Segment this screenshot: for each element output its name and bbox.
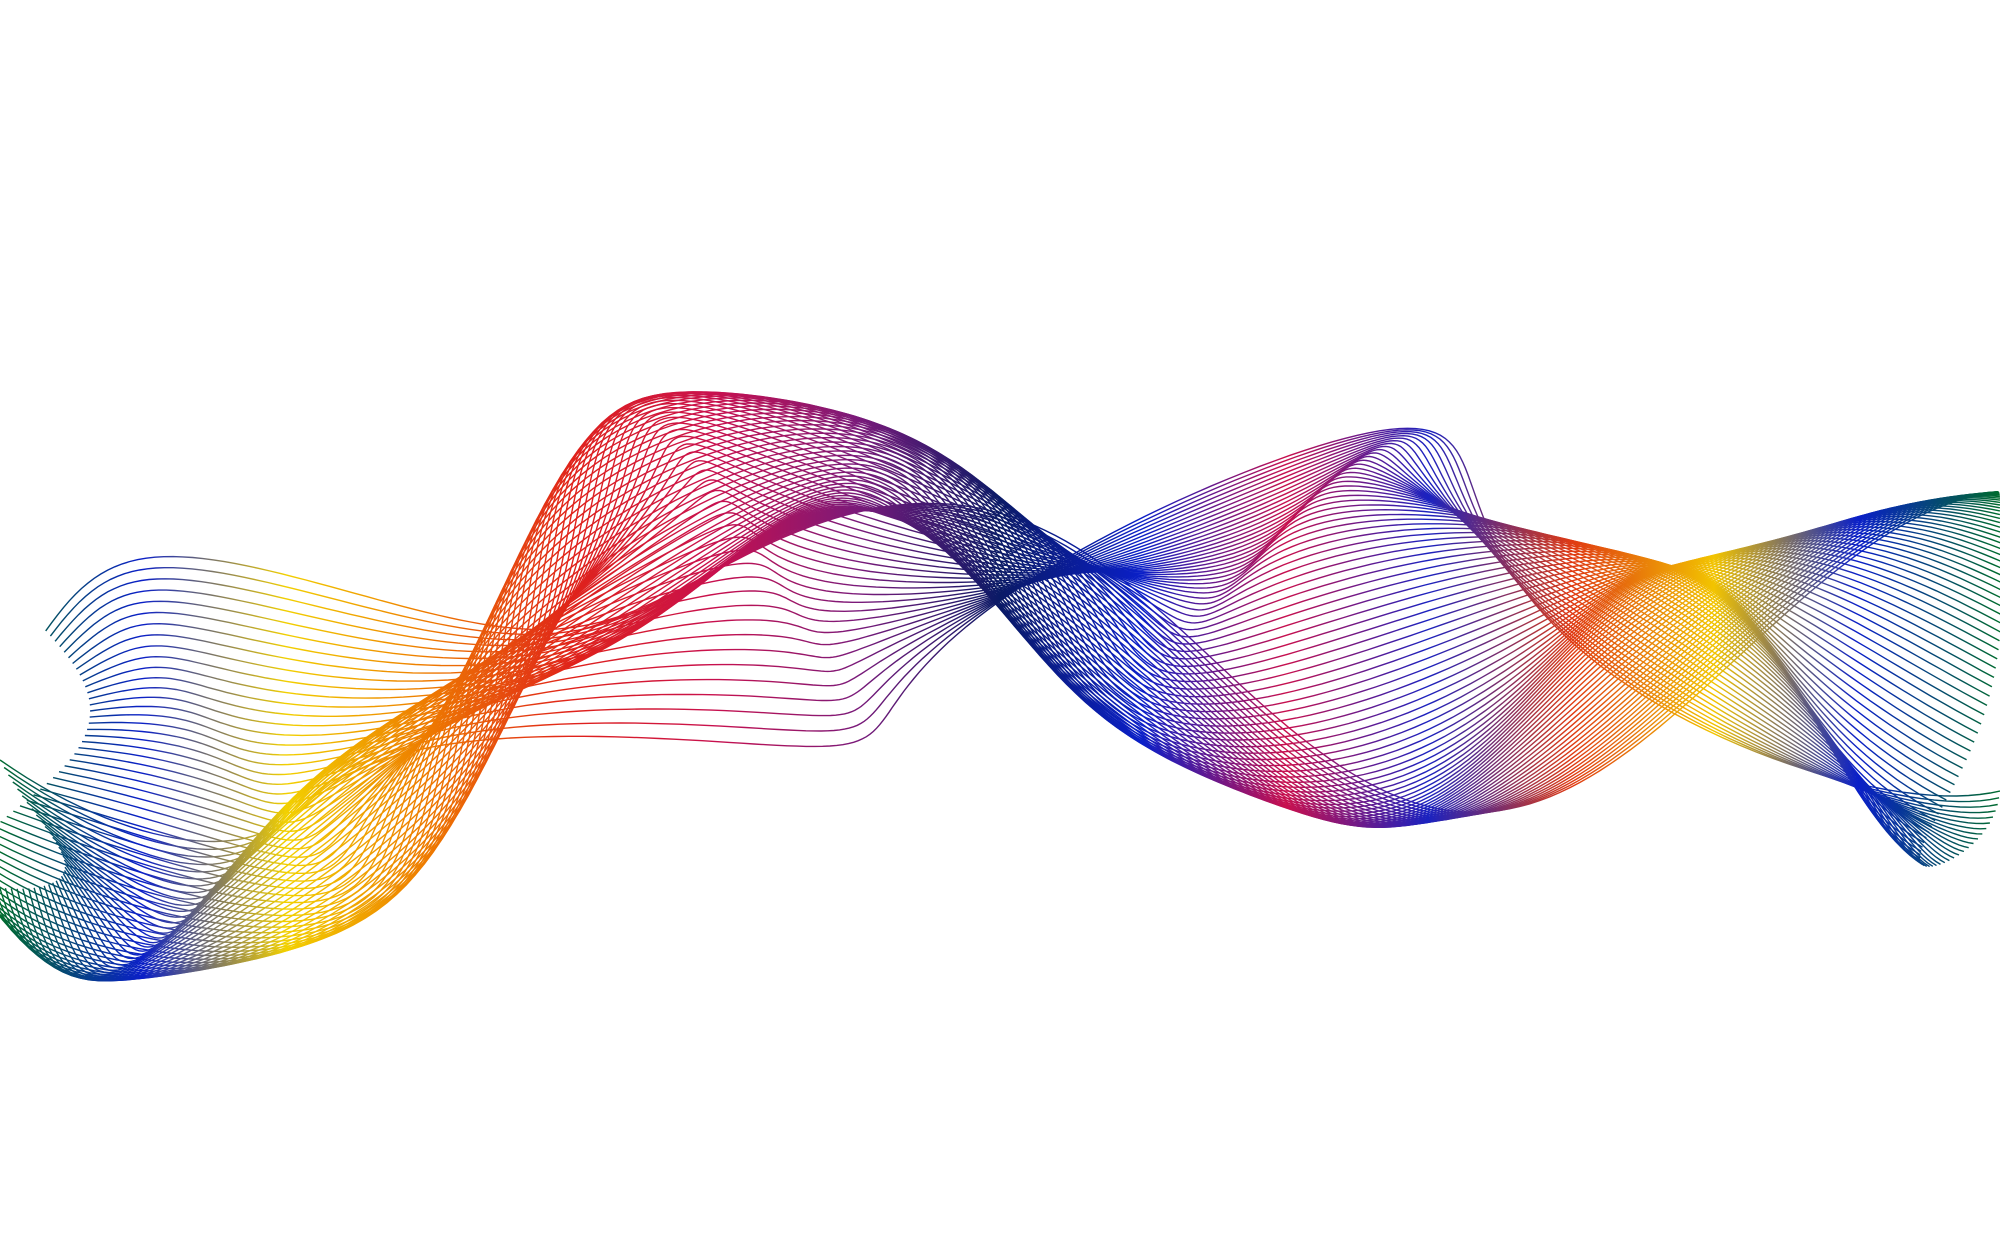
ribbon-line bbox=[45, 491, 1997, 813]
ribbon-line bbox=[88, 504, 2000, 829]
ribbon-line bbox=[72, 492, 2000, 820]
ribbon-line bbox=[0, 445, 2000, 910]
ribbon-line bbox=[79, 493, 2000, 823]
ribbon-line bbox=[75, 493, 2000, 822]
ribbon-line bbox=[64, 489, 2000, 824]
ribbon-line bbox=[87, 503, 2000, 829]
ribbon-line bbox=[10, 394, 1936, 982]
ribbon-line bbox=[59, 491, 1999, 817]
ribbon-line bbox=[89, 503, 2000, 828]
ribbon-line bbox=[19, 463, 2000, 882]
ribbon-line bbox=[74, 494, 2000, 826]
ribbon-line bbox=[0, 441, 2000, 917]
ribbon-line bbox=[52, 459, 1960, 924]
ribbon-line bbox=[54, 491, 1998, 816]
ribbon-line bbox=[82, 494, 2000, 824]
ribbon-line bbox=[55, 463, 1955, 929]
ribbon-line bbox=[89, 499, 2000, 827]
ribbon-line bbox=[0, 432, 1998, 928]
ribbon-line bbox=[0, 436, 1999, 923]
ribbon-line bbox=[78, 497, 2000, 827]
ribbon-line bbox=[64, 485, 1934, 952]
ribbon-line bbox=[0, 427, 2000, 843]
ribbon-line bbox=[90, 501, 2000, 828]
ribbon-line bbox=[68, 491, 2000, 819]
ribbon-line bbox=[88, 498, 2000, 827]
ribbon-line bbox=[63, 491, 1999, 818]
ribbon-line bbox=[87, 497, 2000, 826]
ribbon-line bbox=[52, 482, 2000, 841]
ribbon-line bbox=[49, 491, 1998, 815]
ribbon-line bbox=[0, 423, 1995, 939]
ribbon-line bbox=[6, 454, 2000, 897]
ribbon-line bbox=[3, 429, 2000, 850]
ribbon-line bbox=[60, 471, 1946, 939]
ribbon-line bbox=[46, 479, 2000, 850]
ribbon-line bbox=[81, 499, 2000, 828]
ribbon-line bbox=[84, 501, 2000, 828]
ribbon-line bbox=[69, 492, 2000, 825]
ribbon-line bbox=[12, 432, 1996, 866]
ribbon-lines bbox=[0, 391, 2000, 982]
ribbon-line bbox=[63, 480, 1937, 948]
ribbon-line bbox=[85, 495, 2000, 825]
ribbon-line bbox=[13, 458, 2000, 890]
ribbon-line bbox=[0, 428, 1997, 934]
ribbon-line bbox=[0, 450, 2000, 904]
ribbon-line bbox=[64, 479, 1930, 956]
